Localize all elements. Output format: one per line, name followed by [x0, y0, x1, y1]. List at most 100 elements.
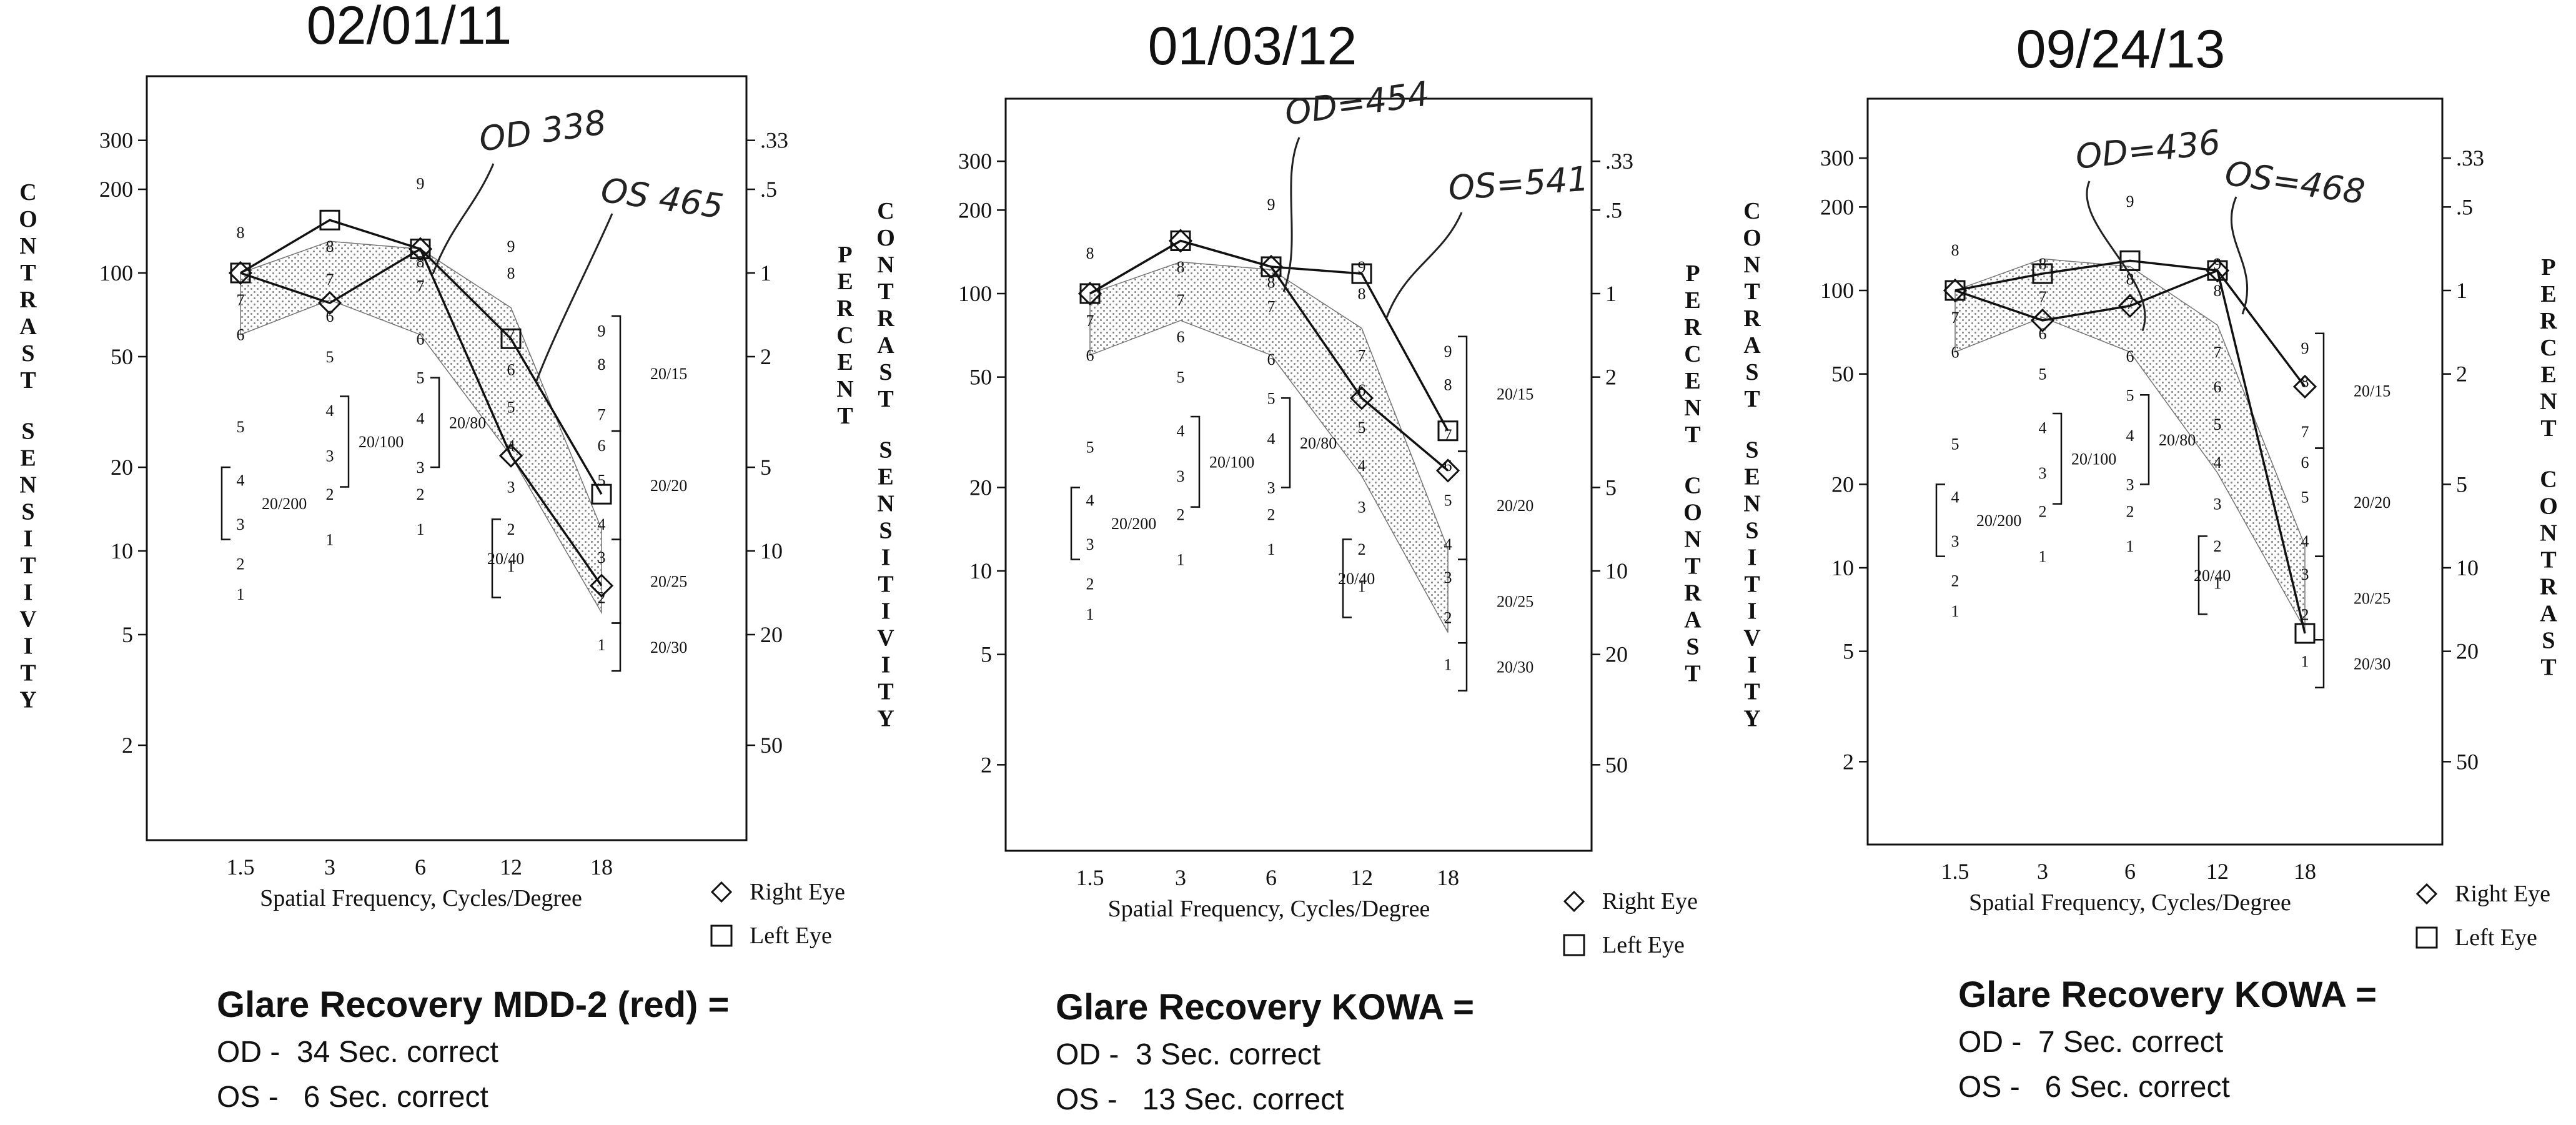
- grade-number: 4: [1951, 488, 1959, 507]
- grade-number: 3: [598, 548, 606, 567]
- grade-number: 5: [507, 398, 515, 416]
- vertical-letter: E: [1685, 287, 1700, 314]
- left-tick-label: 20: [969, 475, 992, 500]
- vertical-letter: R: [2540, 574, 2557, 600]
- left-tick-label: 200: [1820, 194, 1854, 219]
- od-annotation: OD=454: [1282, 74, 1432, 133]
- vertical-letter: E: [837, 269, 853, 295]
- vertical-letter: N: [1743, 252, 1760, 278]
- grade-number: 8: [507, 264, 515, 282]
- grade-number: 1: [2126, 537, 2134, 555]
- right-tick-label: 20: [2456, 639, 2479, 664]
- acuity-label: 20/200: [1111, 515, 1156, 533]
- normal-range-band: [1089, 261, 1449, 633]
- vertical-letter: O: [1743, 225, 1761, 251]
- grade-number: 9: [1444, 342, 1452, 360]
- acuity-label: 20/30: [650, 638, 687, 657]
- x-tick-label: 12: [500, 855, 522, 880]
- vertical-letter: N: [877, 252, 894, 278]
- grade-number: 6: [1951, 344, 1959, 362]
- plot-frame: [146, 75, 748, 841]
- vertical-letter: I: [1748, 652, 1757, 678]
- grade-number: 3: [2214, 495, 2222, 513]
- grade-number: 3: [1951, 532, 1959, 550]
- vertical-letter: T: [1744, 279, 1760, 305]
- right-tick-label: 50: [760, 733, 783, 758]
- acuity-label: 20/80: [2159, 431, 2196, 449]
- right-tick-label: 10: [2456, 555, 2479, 580]
- vertical-letter: S: [1745, 437, 1758, 463]
- grade-number: 9: [1358, 258, 1366, 276]
- vertical-letter: T: [878, 279, 893, 305]
- acuity-bracket: [1458, 335, 1468, 452]
- grade-number: 5: [2301, 488, 2309, 507]
- grade-number: 7: [417, 277, 425, 295]
- vertical-letter: T: [2540, 415, 2556, 442]
- grade-number: 2: [1177, 505, 1185, 523]
- vertical-letter: C: [877, 198, 894, 224]
- acuity-bracket: [220, 466, 230, 540]
- legend-right-eye: Right Eye: [2455, 881, 2550, 907]
- acuity-bracket: [1070, 487, 1080, 560]
- annotation-pointer: [535, 213, 613, 383]
- right-eye-point: [1259, 254, 1284, 279]
- vertical-letter: E: [837, 349, 853, 375]
- acuity-bracket: [612, 315, 622, 432]
- grade-number: 1: [1444, 656, 1452, 674]
- left-tick-label: 5: [981, 642, 992, 667]
- annotation-pointer: [432, 163, 495, 275]
- grade-number: 3: [1267, 478, 1276, 497]
- left-eye-line: [1954, 259, 2306, 634]
- right-eye-point: [1943, 278, 1968, 303]
- grade-number: 6: [1267, 350, 1276, 369]
- right-tick-label: 5: [760, 455, 771, 480]
- x-tick-label: 18: [2294, 859, 2316, 884]
- chart-2: 01/03/1230020010050201052.33.51251020501…: [958, 16, 1761, 1116]
- right-eye-point: [1168, 229, 1193, 253]
- vertical-letter: C: [2540, 467, 2557, 493]
- grade-number: 5: [417, 369, 425, 387]
- acuity-label: 20/20: [1497, 497, 1533, 515]
- annotation-pointer: [1385, 212, 1463, 318]
- acuity-bracket: [1342, 538, 1352, 618]
- grade-number: 1: [417, 520, 425, 538]
- vertical-letter: T: [2540, 655, 2556, 681]
- grade-number: 6: [1177, 328, 1185, 346]
- left-eye-point: [591, 483, 612, 505]
- chart-date-title: 01/03/12: [1148, 16, 1357, 76]
- annotation-pointer: [2086, 181, 2146, 332]
- grade-number: 1: [507, 558, 515, 576]
- grade-number: 3: [326, 447, 334, 465]
- left-eye-point: [1170, 230, 1191, 251]
- acuity-label: 20/20: [650, 477, 687, 495]
- right-eye-point: [2030, 308, 2055, 333]
- vertical-letter: E: [2540, 362, 2556, 388]
- x-tick-label: 1.5: [1941, 859, 1969, 884]
- right-tick-label: 1: [760, 260, 771, 285]
- grade-number: 4: [237, 471, 245, 489]
- vertical-letter: S: [1686, 634, 1699, 660]
- grade-number: 2: [237, 555, 245, 573]
- left-tick-label: 300: [99, 128, 133, 153]
- grade-number: 7: [1951, 309, 1959, 327]
- vertical-letter: S: [879, 359, 892, 385]
- vertical-letter: I: [1748, 598, 1757, 625]
- plot-frame: [1866, 97, 2444, 846]
- right-eye-point: [498, 444, 523, 468]
- left-tick-label: 5: [122, 622, 133, 647]
- grade-number: 9: [598, 322, 606, 340]
- left-eye-line: [1089, 239, 1449, 432]
- grade-number: 5: [2039, 365, 2047, 384]
- grade-number: 1: [1951, 602, 1959, 620]
- vertical-letter: V: [877, 625, 894, 652]
- annotation-pointer: [1282, 137, 1300, 292]
- grade-number: 4: [1267, 430, 1276, 448]
- grade-number: 4: [1177, 422, 1185, 440]
- x-tick-label: 18: [1437, 865, 1459, 890]
- acuity-label: 20/25: [650, 573, 687, 591]
- acuity-bracket: [340, 395, 350, 488]
- plot-frame: [1004, 97, 1593, 852]
- right-tick-label: 2: [2456, 362, 2467, 387]
